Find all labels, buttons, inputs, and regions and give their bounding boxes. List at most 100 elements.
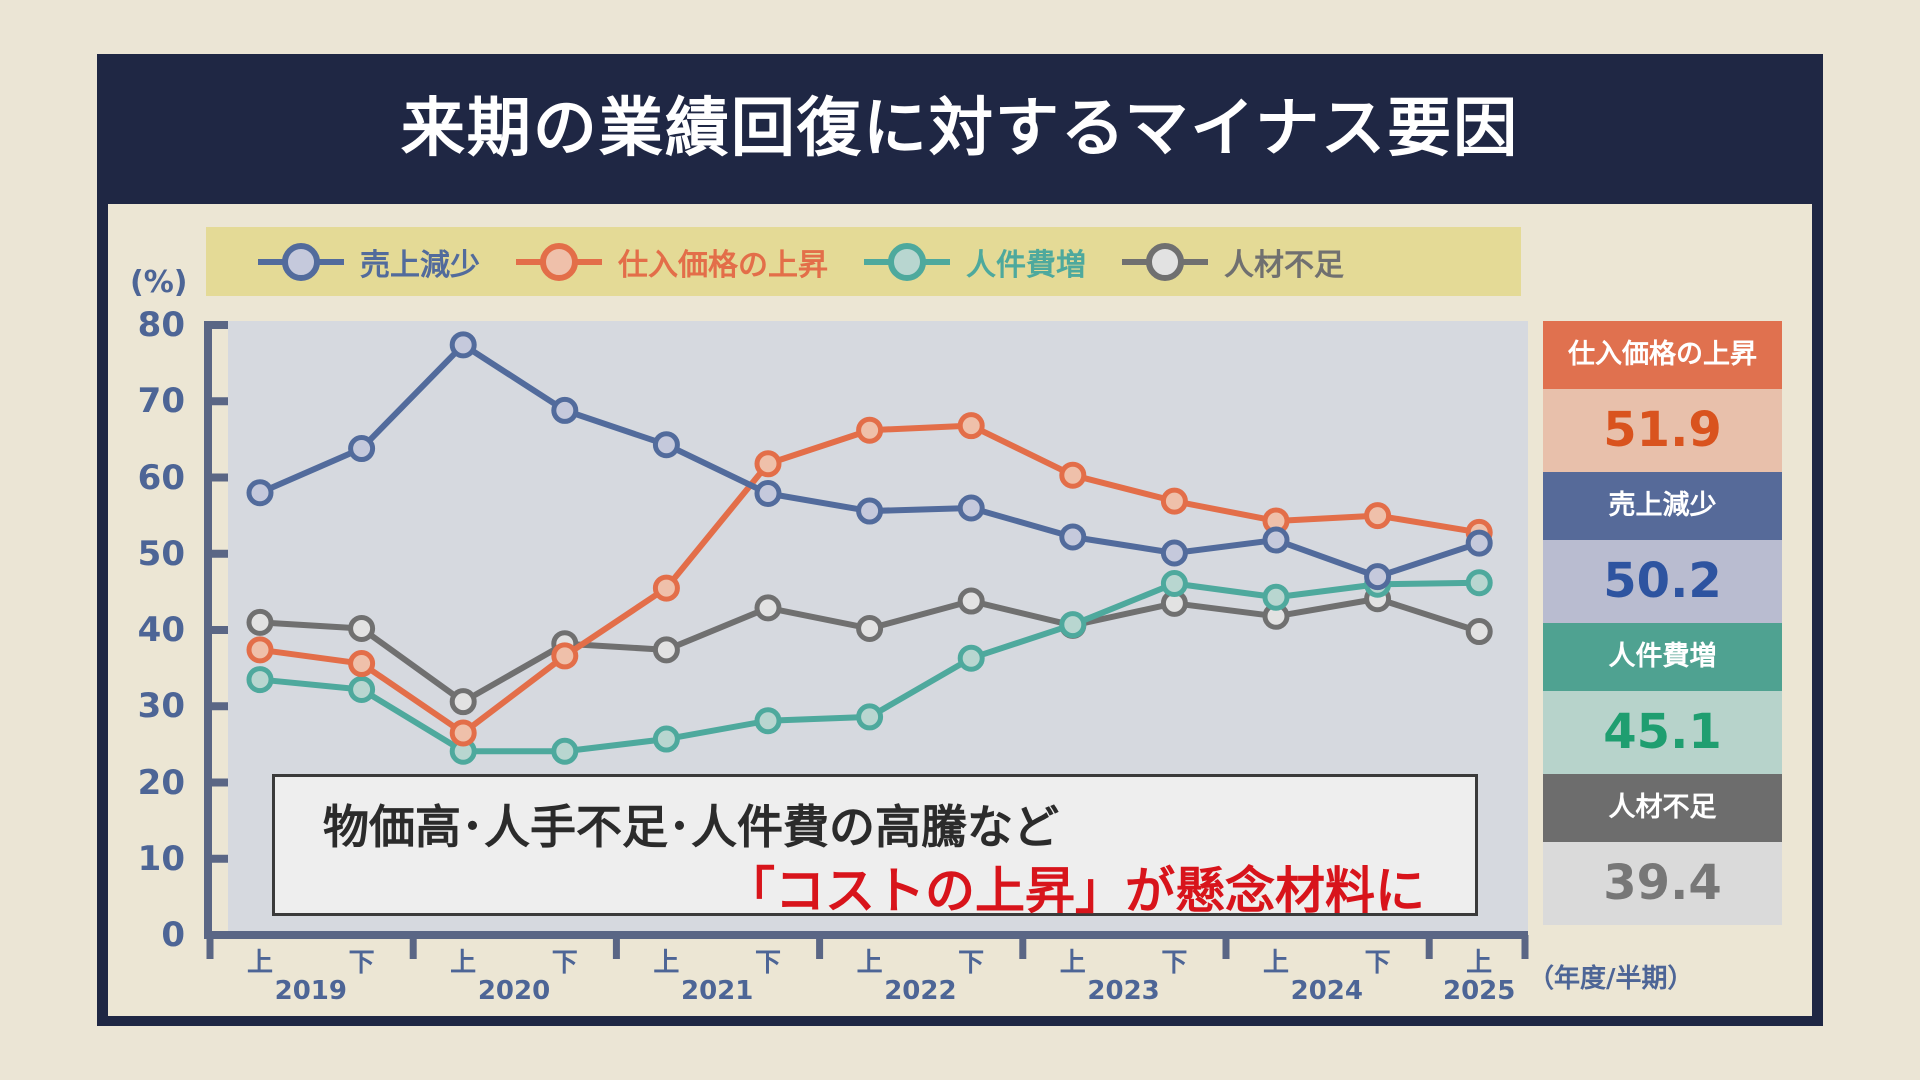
side-panel-value: 45.1 xyxy=(1543,691,1782,774)
data-point xyxy=(652,725,680,753)
data-point xyxy=(1364,563,1392,591)
x-tick-label: 下 xyxy=(551,948,578,978)
data-point xyxy=(348,435,376,463)
legend-item: 人件費増 xyxy=(862,240,1086,284)
data-point xyxy=(1465,529,1493,557)
side-panel-label: 仕入価格の上昇 xyxy=(1543,321,1782,389)
data-point xyxy=(1059,611,1087,639)
data-point xyxy=(449,719,477,747)
legend-marker-icon xyxy=(516,242,602,281)
x-tick-label: 下 xyxy=(348,948,375,978)
legend: 売上減少 仕入価格の上昇 人件費増 人材不足 xyxy=(206,227,1521,296)
legend-marker-icon xyxy=(258,242,344,281)
data-point xyxy=(1465,569,1493,597)
data-point xyxy=(1160,487,1188,515)
data-point xyxy=(449,331,477,359)
y-tick-label: 0 xyxy=(161,915,185,955)
data-point xyxy=(551,642,579,670)
y-tick-label: 60 xyxy=(137,457,185,498)
x-tick-label: 上 xyxy=(856,948,883,978)
data-point xyxy=(1465,618,1493,646)
x-tick-label: 下 xyxy=(958,948,985,978)
data-point xyxy=(348,675,376,703)
y-tick-label: 30 xyxy=(137,686,185,727)
x-year-label: 2019 xyxy=(274,976,347,1006)
x-year-label: 2020 xyxy=(477,976,551,1006)
data-point xyxy=(957,644,985,672)
side-panel-label: 人件費増 xyxy=(1543,623,1782,691)
side-panel-label: 売上減少 xyxy=(1543,472,1782,540)
data-point xyxy=(1059,523,1087,551)
series-line-3 xyxy=(259,595,1481,705)
series-line-0 xyxy=(258,341,1481,580)
legend-item: 人材不足 xyxy=(1120,240,1344,284)
y-tick-label: 10 xyxy=(137,838,185,879)
x-axis-label: （年度/半期） xyxy=(1528,964,1694,994)
data-point xyxy=(957,412,985,440)
data-point xyxy=(754,594,782,622)
x-tick-label: 上 xyxy=(246,948,274,978)
legend-item: 売上減少 xyxy=(256,240,480,284)
data-point xyxy=(856,416,884,444)
annotation-line-1: 物価高･人手不足･人件費の高騰など xyxy=(323,800,1059,854)
data-point xyxy=(246,608,274,636)
y-axis-unit: (%) xyxy=(130,265,188,300)
x-tick-label: 上 xyxy=(1262,948,1290,978)
data-point xyxy=(1160,569,1188,597)
data-point xyxy=(754,480,782,508)
side-panel-value: 50.2 xyxy=(1543,540,1782,623)
x-year-label: 2025 xyxy=(1443,976,1516,1006)
x-tick-label: 下 xyxy=(754,948,782,978)
y-tick-label: 50 xyxy=(137,533,185,574)
y-tick-label: 80 xyxy=(137,305,185,345)
legend-marker-icon xyxy=(864,242,950,281)
data-point xyxy=(957,494,985,522)
data-point xyxy=(348,650,376,678)
legend-label: 人件費増 xyxy=(966,247,1086,283)
legend-label: 仕入価格の上昇 xyxy=(618,247,828,283)
x-tick-label: 下 xyxy=(1364,948,1391,978)
data-point xyxy=(957,587,985,615)
legend-item: 仕入価格の上昇 xyxy=(514,240,828,284)
x-year-label: 2023 xyxy=(1087,976,1160,1006)
y-tick-label: 70 xyxy=(137,381,185,422)
y-tick-label: 20 xyxy=(137,762,185,803)
data-point xyxy=(856,497,884,525)
side-panel-value: 51.9 xyxy=(1543,389,1782,472)
data-point xyxy=(754,450,782,478)
data-point xyxy=(1262,583,1290,611)
x-tick-label: 上 xyxy=(653,948,680,978)
x-tick-label: 下 xyxy=(1161,948,1188,978)
data-point xyxy=(348,614,376,642)
data-point xyxy=(551,737,579,765)
data-point xyxy=(449,688,477,716)
side-panel-value: 39.4 xyxy=(1543,842,1782,925)
y-tick-label: 40 xyxy=(137,610,185,650)
x-tick-label: 上 xyxy=(1466,948,1493,978)
data-point xyxy=(856,703,884,731)
data-point xyxy=(856,614,884,642)
data-point xyxy=(754,707,782,735)
data-point xyxy=(551,396,579,424)
data-point xyxy=(1160,539,1188,567)
data-point xyxy=(246,666,274,694)
legend-marker-icon xyxy=(1122,242,1208,281)
latest-values-panel: 仕入価格の上昇 51.9 売上減少 50.2 人件費増 45.1 人材不足 39.4 xyxy=(1543,321,1782,925)
data-point xyxy=(652,431,680,459)
x-tick-label: 上 xyxy=(1059,948,1086,978)
data-point xyxy=(1364,502,1392,530)
legend-label: 人材不足 xyxy=(1224,247,1344,283)
data-point xyxy=(246,479,274,507)
x-tick-label: 上 xyxy=(450,948,477,978)
data-point xyxy=(1262,526,1290,554)
data-point xyxy=(1059,461,1087,489)
x-year-label: 2022 xyxy=(884,976,957,1006)
side-panel-label: 人材不足 xyxy=(1543,774,1782,842)
legend-label: 売上減少 xyxy=(360,247,480,283)
annotation-line-2: 「コストの上昇」が懸念材料に xyxy=(725,862,1425,920)
annotation-box: 物価高･人手不足･人件費の高騰など 「コストの上昇」が懸念材料に xyxy=(272,774,1478,920)
data-point xyxy=(652,636,680,664)
x-year-label: 2024 xyxy=(1290,976,1363,1006)
x-year-label: 2021 xyxy=(681,976,754,1006)
